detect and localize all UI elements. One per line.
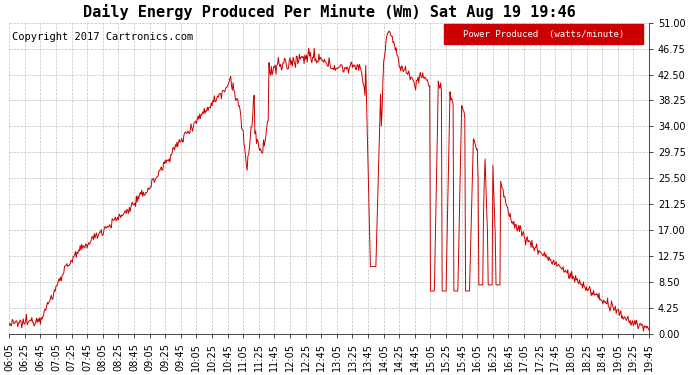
FancyBboxPatch shape [444, 24, 642, 45]
Text: Copyright 2017 Cartronics.com: Copyright 2017 Cartronics.com [12, 32, 194, 42]
Text: Power Produced  (watts/minute): Power Produced (watts/minute) [463, 30, 624, 39]
Title: Daily Energy Produced Per Minute (Wm) Sat Aug 19 19:46: Daily Energy Produced Per Minute (Wm) Sa… [83, 4, 575, 20]
